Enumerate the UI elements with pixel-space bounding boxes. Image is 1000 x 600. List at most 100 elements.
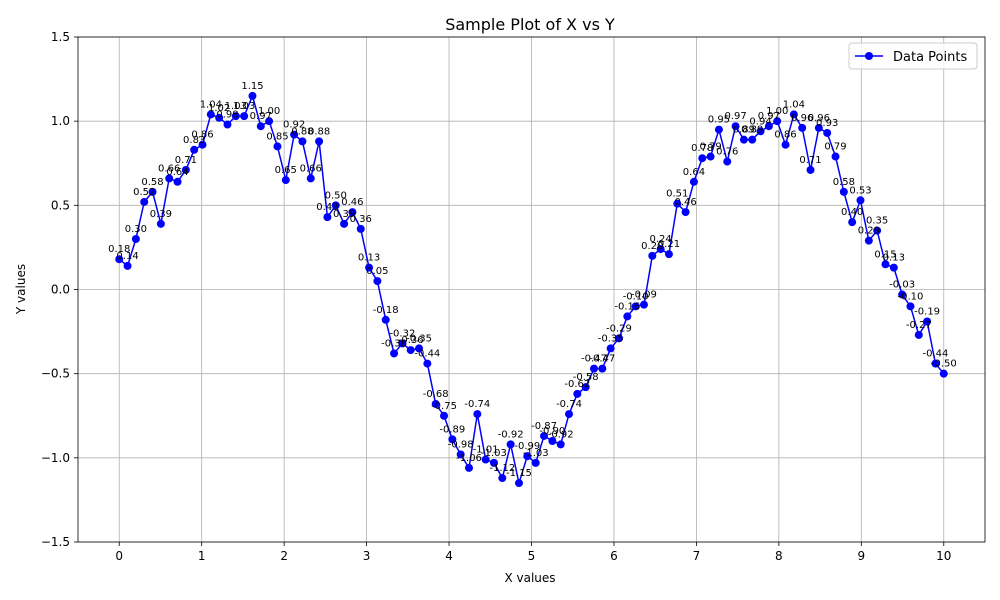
data-point-label: 0.46 bbox=[341, 197, 363, 208]
data-point-marker bbox=[406, 346, 415, 355]
data-point-label: 0.89 bbox=[733, 125, 755, 136]
data-point-label: -1.06 bbox=[456, 453, 482, 464]
data-point-label: 0.43 bbox=[316, 202, 338, 213]
data-point-marker bbox=[648, 251, 657, 260]
data-point-label: 0.05 bbox=[366, 266, 388, 277]
data-point-label: -0.10 bbox=[898, 291, 924, 302]
data-point-marker bbox=[848, 218, 857, 227]
data-point-marker bbox=[573, 389, 582, 398]
data-point-label: 1.04 bbox=[783, 99, 805, 110]
data-point-label: -0.29 bbox=[606, 323, 632, 334]
data-point-marker bbox=[315, 137, 324, 146]
data-point-label: 0.79 bbox=[824, 142, 846, 153]
data-point-label: 0.88 bbox=[291, 126, 313, 137]
data-point-marker bbox=[123, 261, 132, 270]
data-point-marker bbox=[806, 165, 815, 174]
data-point-marker bbox=[581, 383, 590, 392]
data-point-label: 0.21 bbox=[658, 239, 680, 250]
data-point-marker bbox=[398, 339, 407, 348]
series-line bbox=[118, 93, 945, 487]
data-point-label: 0.58 bbox=[141, 177, 163, 188]
data-point-marker bbox=[698, 154, 707, 163]
data-point-marker bbox=[748, 135, 757, 144]
data-point-marker bbox=[281, 176, 290, 185]
data-point-marker bbox=[298, 137, 307, 146]
legend-box bbox=[848, 42, 978, 70]
data-point-marker bbox=[873, 226, 882, 235]
x-tick-label: 1 bbox=[198, 549, 206, 563]
data-point-label: -0.99 bbox=[514, 441, 540, 452]
data-point-label: -0.50 bbox=[931, 359, 957, 370]
data-point-label: -1.03 bbox=[481, 448, 507, 459]
data-point-marker bbox=[856, 196, 865, 205]
data-point-marker bbox=[265, 117, 274, 126]
data-point-marker bbox=[556, 440, 565, 449]
data-point-label: -0.74 bbox=[556, 399, 582, 410]
data-point-marker bbox=[656, 245, 665, 254]
y-tick-label: 1.5 bbox=[51, 30, 70, 44]
data-point-marker bbox=[565, 410, 574, 419]
x-tick-label: 7 bbox=[693, 549, 701, 563]
data-point-marker bbox=[814, 123, 823, 132]
data-point-label: -0.32 bbox=[389, 328, 415, 339]
data-point-label: 0.18 bbox=[108, 244, 130, 255]
legend-label: Data Points bbox=[893, 50, 967, 65]
x-tick-label: 2 bbox=[280, 549, 288, 563]
data-point-label: 0.46 bbox=[674, 197, 696, 208]
data-point-label: -1.15 bbox=[506, 468, 532, 479]
data-point-marker bbox=[489, 458, 498, 467]
data-point-marker bbox=[831, 152, 840, 161]
data-point-label: -1.12 bbox=[489, 463, 515, 474]
data-point-marker bbox=[614, 334, 623, 343]
data-point-marker bbox=[706, 152, 715, 161]
data-point-label: -0.47 bbox=[589, 354, 615, 365]
data-point-marker bbox=[606, 344, 615, 353]
data-point-marker bbox=[598, 364, 607, 373]
data-point-marker bbox=[173, 177, 182, 186]
data-point-label: 0.86 bbox=[191, 130, 213, 141]
data-point-marker bbox=[323, 213, 332, 222]
data-point-marker bbox=[823, 128, 832, 137]
data-point-label: -0.09 bbox=[631, 290, 657, 301]
data-point-marker bbox=[939, 369, 948, 378]
data-point-label: 0.15 bbox=[874, 249, 896, 260]
data-point-marker bbox=[673, 199, 682, 208]
data-point-label: 0.71 bbox=[799, 155, 821, 166]
y-tick-label: 1.0 bbox=[51, 114, 70, 128]
data-point-marker bbox=[681, 208, 690, 217]
data-point-label: -0.68 bbox=[423, 389, 449, 400]
data-point-marker bbox=[231, 112, 240, 121]
data-point-marker bbox=[156, 219, 165, 228]
data-point-marker bbox=[131, 235, 140, 243]
data-point-marker bbox=[756, 127, 765, 136]
data-point-label: 0.78 bbox=[691, 143, 713, 154]
data-point-marker bbox=[223, 120, 232, 129]
y-tick-label: −0.5 bbox=[41, 367, 70, 381]
data-point-label: 0.52 bbox=[133, 187, 155, 198]
data-point-label: -0.62 bbox=[564, 379, 590, 390]
data-point-marker bbox=[198, 140, 207, 149]
data-point-marker bbox=[523, 452, 532, 461]
data-point-label: 0.64 bbox=[166, 167, 188, 178]
data-point-label: 0.36 bbox=[350, 214, 372, 225]
data-point-label: 0.97 bbox=[250, 111, 272, 122]
data-point-label: -0.90 bbox=[539, 426, 565, 437]
y-tick-label: 0.5 bbox=[51, 198, 70, 212]
data-point-label: 0.79 bbox=[699, 142, 721, 153]
data-point-label: -0.44 bbox=[414, 349, 440, 360]
data-point-marker bbox=[881, 260, 890, 269]
data-point-marker bbox=[181, 165, 190, 174]
data-point-marker bbox=[290, 130, 299, 139]
x-axis-label: X values bbox=[504, 571, 555, 585]
data-point-marker bbox=[190, 145, 199, 154]
data-point-label: 0.14 bbox=[116, 251, 138, 262]
data-point-marker bbox=[498, 474, 507, 483]
data-point-marker bbox=[456, 450, 465, 459]
data-point-marker bbox=[256, 122, 265, 131]
data-point-label: 1.02 bbox=[208, 103, 230, 114]
data-point-label: 0.97 bbox=[758, 111, 780, 122]
data-point-label: 0.13 bbox=[358, 253, 380, 264]
data-point-marker bbox=[365, 263, 374, 272]
data-point-label: 0.71 bbox=[175, 155, 197, 166]
x-tick-label: 3 bbox=[363, 549, 371, 563]
